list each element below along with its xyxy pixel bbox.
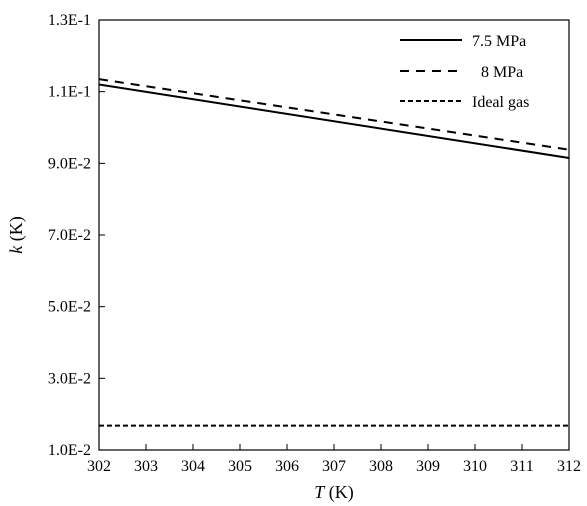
y-tick-label: 1.0E-2 bbox=[48, 442, 91, 459]
x-tick-label: 312 bbox=[557, 458, 581, 475]
x-axis-unit: (K) bbox=[329, 482, 354, 503]
y-tick-label: 3.0E-2 bbox=[48, 370, 91, 387]
x-tick-label: 311 bbox=[510, 458, 533, 475]
legend: 7.5 MPa 8 MPa Ideal gas bbox=[400, 33, 529, 111]
x-tick-label: 309 bbox=[416, 458, 440, 475]
y-tick-label: 5.0E-2 bbox=[48, 299, 91, 316]
y-axis-title: k (K) bbox=[6, 216, 27, 254]
y-axis-unit: (K) bbox=[6, 216, 27, 241]
x-axis-ticks: 302 303 304 305 306 307 308 309 310 311 312 bbox=[87, 444, 581, 475]
x-tick-label: 305 bbox=[228, 458, 252, 475]
series-lines bbox=[98, 78, 570, 427]
y-axis-ticks: 1.0E-2 3.0E-2 5.0E-2 7.0E-2 9.0E-2 1.1E-1 1.3E… bbox=[48, 12, 105, 459]
x-tick-label: 307 bbox=[322, 458, 346, 475]
x-tick-label: 304 bbox=[181, 458, 205, 475]
x-tick-label: 306 bbox=[275, 458, 299, 475]
x-axis-title: T (K) bbox=[314, 482, 354, 503]
y-axis-symbol: k bbox=[6, 245, 26, 254]
legend-label-8-mpa: 8 MPa bbox=[481, 64, 523, 81]
x-tick-label: 310 bbox=[463, 458, 487, 475]
x-tick-label: 303 bbox=[134, 458, 158, 475]
x-axis-symbol: T bbox=[314, 482, 326, 502]
x-tick-label: 308 bbox=[369, 458, 393, 475]
y-tick-label: 1.1E-1 bbox=[48, 84, 91, 101]
y-tick-label: 7.0E-2 bbox=[48, 227, 91, 244]
legend-label-ideal-gas: Ideal gas bbox=[472, 94, 529, 111]
series-line-8-mpa bbox=[98, 78, 570, 151]
series-line-7-5-mpa bbox=[98, 83, 570, 159]
y-tick-label: 1.3E-1 bbox=[48, 12, 91, 29]
plot-area-frame bbox=[98, 19, 570, 451]
y-tick-label: 9.0E-2 bbox=[48, 155, 91, 172]
x-tick-label: 302 bbox=[87, 458, 111, 475]
legend-label-7-5-mpa: 7.5 MPa bbox=[472, 33, 526, 50]
